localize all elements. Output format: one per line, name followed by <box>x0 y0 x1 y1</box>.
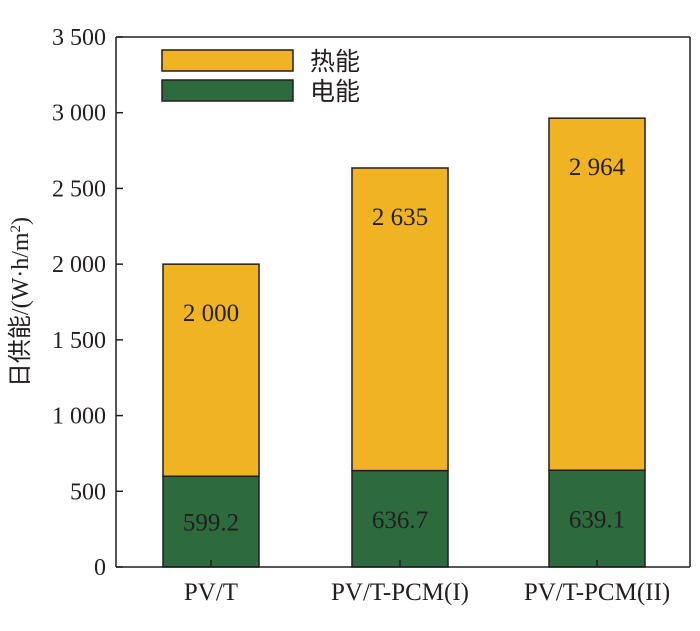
legend-label: 电能 <box>310 78 360 106</box>
bar-segment <box>162 475 260 568</box>
bar-value-label: 2 635 <box>372 204 428 231</box>
bar-labels-layer: 599.2 2 000 636.7 2 635 639.1 2 964 <box>183 154 626 536</box>
bars-layer <box>162 117 646 568</box>
bar-value-label: 639.1 <box>569 507 625 534</box>
y-tick-label: 3 000 <box>52 101 106 127</box>
y-tick-label: 1 000 <box>52 404 106 430</box>
bar-segment <box>548 469 646 568</box>
y-ticks-layer: 0 500 1 000 1 500 2 000 2 500 3 000 3 500 <box>52 25 123 581</box>
y-tick-label: 2 500 <box>52 176 106 202</box>
y-tick-label: 0 <box>94 555 106 581</box>
bar-segment <box>548 117 646 471</box>
x-labels-layer: PV/T PV/T-PCM(I) PV/T-PCM(II) <box>184 560 670 606</box>
bar-segment <box>351 469 449 568</box>
y-tick-label: 500 <box>70 479 106 505</box>
bar-value-label: 2 000 <box>183 300 239 327</box>
y-axis-title-main: 日供能/(W·h/m <box>7 232 34 387</box>
y-axis-title-sup: 2 <box>8 225 24 233</box>
y-axis-title-end: ) <box>8 217 34 225</box>
legend-swatch <box>161 49 294 72</box>
legend-label: 热能 <box>310 48 360 76</box>
bar-value-label: 636.7 <box>372 507 428 534</box>
bar-segment <box>351 167 449 472</box>
y-axis-title: 日供能/(W·h/m2) <box>7 217 34 387</box>
y-tick-label: 1 500 <box>52 328 106 354</box>
legend-swatch <box>161 79 294 102</box>
y-tick-label: 3 500 <box>52 25 106 51</box>
x-category-label: PV/T-PCM(I) <box>331 579 469 606</box>
x-category-label: PV/T-PCM(II) <box>524 579 670 606</box>
bar-segment <box>162 263 260 478</box>
bar-value-label: 599.2 <box>183 510 239 537</box>
bar-value-label: 2 964 <box>569 154 626 181</box>
x-category-label: PV/T <box>184 579 238 606</box>
y-tick-label: 2 000 <box>52 252 106 278</box>
